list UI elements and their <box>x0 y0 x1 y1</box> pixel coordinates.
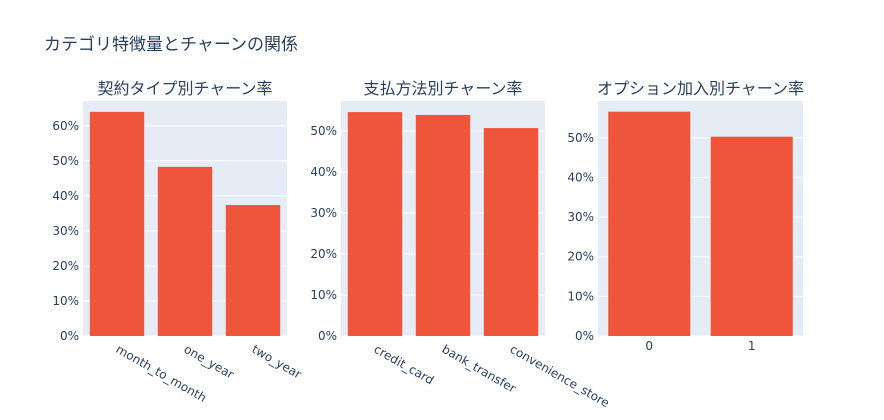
bar <box>415 114 471 336</box>
x-tick-label: 0 <box>645 339 653 353</box>
subplot-title: 支払方法別チャーン率 <box>363 79 522 98</box>
y-tick-label: 0% <box>318 329 337 343</box>
x-tick-label: credit_card <box>372 342 437 387</box>
y-tick-label: 0% <box>575 329 594 343</box>
x-tick-label: 1 <box>748 339 756 353</box>
x-tick-label: two_year <box>250 342 304 381</box>
y-tick-label: 20% <box>52 259 79 273</box>
y-tick-label: 40% <box>310 165 337 179</box>
y-tick-label: 10% <box>310 288 337 302</box>
y-tick-label: 30% <box>310 206 337 220</box>
bar <box>225 205 281 336</box>
y-tick-label: 20% <box>567 250 594 264</box>
bar <box>710 136 793 336</box>
subplot-title: 契約タイプ別チャーン率 <box>97 79 272 98</box>
y-tick-label: 50% <box>310 124 337 138</box>
y-tick-label: 30% <box>52 224 79 238</box>
y-tick-label: 50% <box>52 154 79 168</box>
y-tick-label: 10% <box>52 294 79 308</box>
y-tick-label: 10% <box>567 289 594 303</box>
x-tick-label: one_year <box>182 342 237 382</box>
y-tick-label: 30% <box>567 210 594 224</box>
y-tick-label: 60% <box>52 119 79 133</box>
subplot-title: オプション加入別チャーン率 <box>597 79 804 98</box>
bar <box>89 111 145 336</box>
x-tick-label: convenience_store <box>508 342 612 410</box>
y-tick-label: 40% <box>567 170 594 184</box>
bar <box>608 111 691 336</box>
bar <box>157 166 213 336</box>
y-tick-label: 20% <box>310 247 337 261</box>
y-tick-label: 40% <box>52 189 79 203</box>
chart-title: カテゴリ特徴量とチャーンの関係 <box>44 34 298 55</box>
y-tick-label: 0% <box>60 329 79 343</box>
bar <box>483 128 539 336</box>
bar <box>347 112 403 336</box>
y-tick-label: 50% <box>567 131 594 145</box>
x-tick-label: bank_transfer <box>440 342 519 396</box>
